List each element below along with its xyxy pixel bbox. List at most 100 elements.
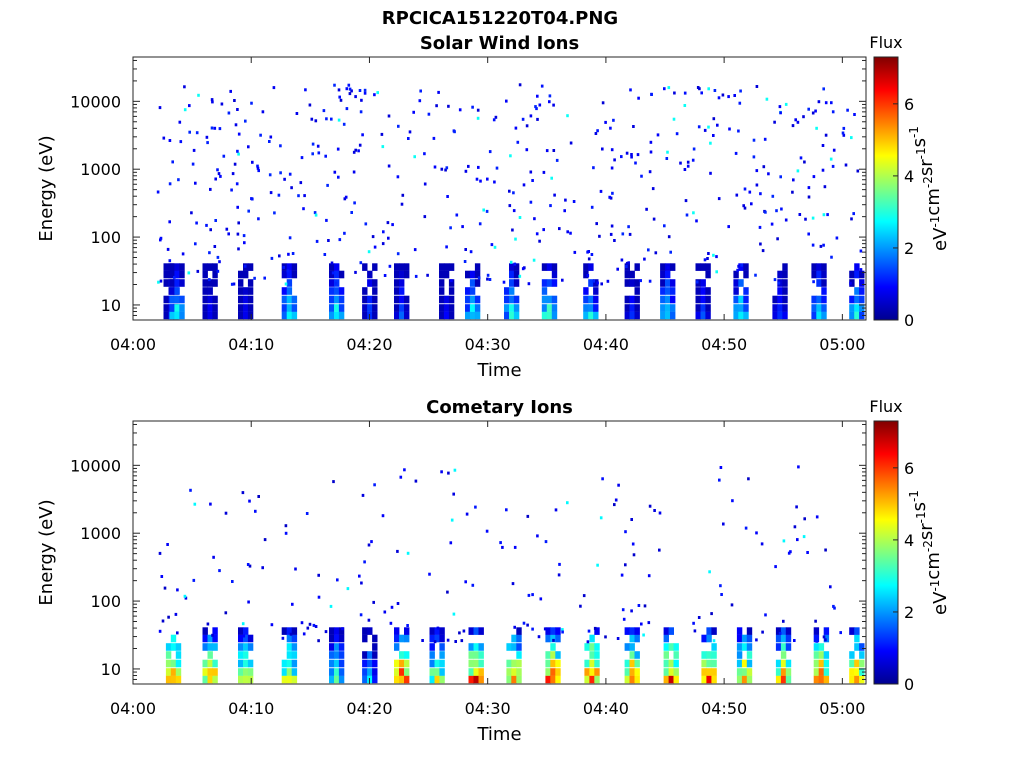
flux-cell [465, 270, 471, 279]
flux-cell [474, 311, 481, 320]
x-tick-label: 04:40 [583, 699, 629, 718]
flux-point [312, 623, 316, 627]
flux-cell [243, 627, 249, 635]
flux-point [632, 553, 636, 557]
flux-point [743, 187, 747, 191]
flux-point [289, 632, 293, 636]
flux-cell [629, 270, 635, 279]
flux-point [737, 129, 740, 133]
flux-point [531, 627, 534, 631]
flux-cell [169, 287, 175, 295]
flux-point [755, 169, 759, 173]
flux-cell [816, 295, 822, 304]
flux-point [505, 508, 508, 512]
flux-point [627, 225, 630, 229]
flux-point [652, 217, 656, 221]
flux-point [475, 177, 479, 181]
flux-point [743, 206, 747, 210]
flux-point [237, 152, 240, 156]
flux-point [832, 604, 835, 608]
flux-cell [362, 675, 368, 684]
flux-point [214, 219, 217, 222]
flux-point [381, 514, 385, 518]
flux-cell [511, 668, 517, 676]
flux-cell [174, 287, 180, 295]
axes-frame [132, 56, 867, 321]
flux-point [446, 590, 449, 594]
flux-cell [404, 659, 410, 668]
flux-point [168, 139, 172, 142]
flux-point [323, 253, 327, 256]
flux-point [648, 504, 652, 508]
flux-point [709, 171, 712, 175]
flux-cell [516, 651, 522, 659]
flux-point [400, 202, 404, 206]
flux-point [712, 253, 715, 257]
flux-cell [545, 634, 551, 643]
flux-point [159, 236, 163, 240]
flux-cell [473, 627, 479, 635]
flux-cell [705, 304, 711, 312]
flux-point [518, 83, 522, 87]
colorbar-units-label: eV-1cm-2sr-1s-1 [907, 490, 951, 615]
flux-cell [179, 263, 185, 271]
flux-point [792, 178, 795, 182]
flux-cell [700, 311, 706, 320]
flux-cell [439, 643, 445, 651]
flux-point [486, 177, 489, 181]
flux-point [444, 168, 447, 172]
flux-cell [286, 651, 293, 659]
flux-cell [711, 643, 717, 651]
flux-point [525, 148, 529, 152]
flux-cell [811, 311, 817, 320]
flux-cell [516, 634, 522, 643]
flux-cell [202, 643, 208, 651]
flux-point [342, 122, 346, 126]
flux-point [413, 248, 417, 252]
flux-point [237, 247, 240, 251]
flux-cell [338, 643, 345, 651]
flux-cell [338, 659, 345, 668]
flux-point [821, 168, 825, 172]
flux-cell [821, 295, 827, 304]
flux-cell [207, 287, 213, 295]
x-tick-label: 04:10 [228, 699, 274, 718]
flux-point [735, 193, 739, 197]
flux-point [250, 101, 253, 105]
flux-cell [165, 659, 172, 668]
flux-cell [660, 270, 666, 279]
flux-cell [706, 675, 712, 684]
flux-cell [439, 651, 445, 659]
flux-point [208, 251, 211, 255]
flux-point [251, 197, 254, 201]
y-tick-label: 10 [101, 296, 121, 315]
flux-cell [663, 627, 669, 635]
flux-point [196, 269, 200, 273]
flux-point [752, 138, 756, 142]
flux-cell [854, 263, 860, 271]
flux-point [284, 531, 288, 535]
flux-cell [634, 295, 640, 304]
flux-cell [439, 287, 445, 295]
flux-cell [439, 263, 445, 271]
flux-point [728, 127, 731, 131]
flux-point [210, 126, 214, 130]
flux-point [294, 567, 297, 571]
flux-cell [243, 270, 249, 279]
flux-point [596, 281, 599, 285]
flux-cell [478, 668, 484, 676]
flux-cell [545, 659, 551, 668]
flux-cell [338, 668, 345, 676]
flux-cell [362, 263, 368, 271]
flux-point [784, 218, 788, 222]
flux-cell [334, 643, 340, 651]
flux-point [822, 213, 826, 217]
flux-point [779, 175, 782, 179]
flux-point [566, 230, 569, 234]
flux-point [564, 198, 567, 202]
flux-cell [367, 304, 373, 312]
flux-cell [404, 304, 410, 312]
flux-point [488, 150, 492, 154]
flux-cell [207, 263, 213, 271]
flux-point [849, 281, 852, 285]
